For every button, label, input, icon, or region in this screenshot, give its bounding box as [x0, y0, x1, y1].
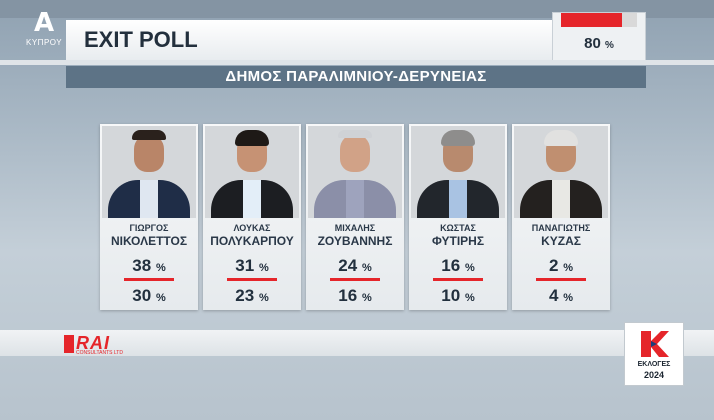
candidate-pct-main: 31 % [235, 256, 269, 275]
candidate-pct-second: 23 % [235, 286, 269, 305]
sub-strip [0, 60, 714, 65]
rai-logo-text: RAI [76, 333, 110, 353]
candidate-photo [205, 126, 299, 218]
rai-logo-mark [64, 335, 74, 353]
candidate-photo [102, 126, 196, 218]
candidate-photo [411, 126, 505, 218]
candidate-pct-main: 2 % [549, 256, 573, 275]
counted-bar-fill [561, 13, 622, 27]
title-bar: EXIT POLL [66, 20, 552, 60]
pct-divider [536, 278, 586, 281]
election-k-icon [641, 331, 669, 357]
candidate-photo [514, 126, 608, 218]
election-year: 2024 [643, 370, 665, 380]
candidate-pct-main: 16 % [441, 256, 475, 275]
candidate-pct-second: 30 % [132, 286, 166, 305]
pct-divider [433, 278, 483, 281]
top-strip [0, 0, 714, 18]
election-logo: ΕΚΛΟΓΕΣ 2024 [624, 322, 684, 386]
pct-divider [330, 278, 380, 281]
election-label: ΕΚΛΟΓΕΣ [637, 361, 671, 368]
footer-strip [0, 330, 714, 356]
candidate-pct-second: 10 % [441, 286, 475, 305]
counted-value: 80 % [584, 35, 614, 52]
candidate-pct-main: 24 % [338, 256, 372, 275]
pct-divider [227, 278, 277, 281]
counted-box: 80 % [552, 12, 646, 64]
candidate-card: ΛΟΥΚΑΣ ΠΟΛΥΚΑΡΠΟΥ 31 % 23 % [203, 124, 301, 310]
candidate-name: ΚΩΣΤΑΣ ΦΥΤΙΡΗΣ [431, 223, 485, 248]
candidate-card: ΜΙΧΑΛΗΣ ΖΟΥΒΑΝΝΗΣ 24 % 16 % [306, 124, 404, 310]
rai-logo-sub: CONSULTANTS LTD [76, 350, 123, 356]
candidate-name: ΓΙΩΡΓΟΣ ΝΙΚΟΛΕΤΤΟΣ [110, 223, 188, 248]
candidate-photo [308, 126, 402, 218]
municipality-banner: ΔΗΜΟΣ ΠΑΡΑΛΙΜΝΙΟΥ-ΔΕΡΥΝΕΙΑΣ [66, 66, 646, 88]
candidate-pct-second: 16 % [338, 286, 372, 305]
candidate-name: ΛΟΥΚΑΣ ΠΟΛΥΚΑΡΠΟΥ [210, 223, 294, 248]
candidate-name: ΜΙΧΑΛΗΣ ΖΟΥΒΑΝΝΗΣ [317, 223, 393, 248]
candidate-card: ΓΙΩΡΓΟΣ ΝΙΚΟΛΕΤΤΟΣ 38 % 30 % [100, 124, 198, 310]
candidate-card: ΠΑΝΑΓΙΩΤΗΣ ΚΥΖΑΣ 2 % 4 % [512, 124, 610, 310]
candidate-name: ΠΑΝΑΓΙΩΤΗΣ ΚΥΖΑΣ [531, 223, 591, 248]
pct-divider [124, 278, 174, 281]
channel-logo-sub: ΚΥΠΡΟΥ [26, 38, 63, 47]
page-title: EXIT POLL [84, 27, 198, 52]
channel-logo: A ΚΥΠΡΟΥ [26, 10, 62, 50]
candidate-card: ΚΩΣΤΑΣ ΦΥΤΙΡΗΣ 16 % 10 % [409, 124, 507, 310]
candidate-pct-main: 38 % [132, 256, 166, 275]
rai-logo: RAI CONSULTANTS LTD [64, 333, 144, 356]
candidate-pct-second: 4 % [549, 286, 573, 305]
channel-logo-glyph: A [33, 8, 55, 38]
